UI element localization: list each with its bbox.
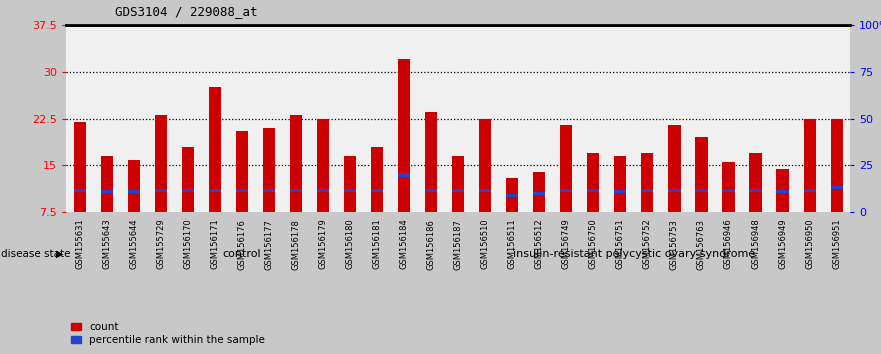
Bar bbox=[209, 87, 221, 212]
Bar bbox=[73, 189, 85, 192]
Bar bbox=[73, 122, 85, 212]
Bar bbox=[560, 125, 573, 212]
Bar bbox=[128, 190, 140, 194]
Bar bbox=[831, 185, 843, 189]
Bar bbox=[371, 189, 383, 192]
Bar bbox=[776, 169, 788, 212]
Bar bbox=[398, 173, 411, 177]
Bar bbox=[560, 189, 573, 192]
Bar bbox=[452, 189, 464, 192]
Bar bbox=[641, 153, 654, 212]
Bar bbox=[181, 147, 194, 212]
Bar bbox=[588, 189, 599, 192]
Bar bbox=[290, 115, 302, 212]
Bar bbox=[425, 189, 437, 192]
Bar bbox=[263, 189, 275, 192]
Bar bbox=[695, 137, 707, 212]
Bar bbox=[155, 115, 167, 212]
Text: control: control bbox=[223, 249, 261, 259]
Text: ▶: ▶ bbox=[56, 249, 63, 259]
Bar bbox=[506, 178, 518, 212]
Bar bbox=[209, 189, 221, 192]
Bar bbox=[669, 125, 680, 212]
Bar bbox=[588, 153, 599, 212]
Bar bbox=[614, 190, 626, 194]
Bar bbox=[750, 153, 761, 212]
Bar bbox=[452, 156, 464, 212]
Bar bbox=[128, 160, 140, 212]
Bar bbox=[236, 131, 248, 212]
Text: disease state: disease state bbox=[1, 249, 70, 259]
Bar bbox=[803, 189, 816, 192]
Bar bbox=[181, 189, 194, 192]
Bar bbox=[614, 156, 626, 212]
Bar bbox=[533, 192, 545, 195]
Bar bbox=[831, 119, 843, 212]
Bar bbox=[317, 119, 329, 212]
Bar bbox=[371, 147, 383, 212]
Bar bbox=[100, 156, 113, 212]
Bar bbox=[263, 128, 275, 212]
Bar bbox=[155, 189, 167, 192]
Bar bbox=[533, 172, 545, 212]
Bar bbox=[317, 189, 329, 192]
Bar bbox=[803, 119, 816, 212]
Bar bbox=[750, 189, 761, 192]
Bar bbox=[290, 189, 302, 192]
Bar bbox=[669, 189, 680, 192]
Bar bbox=[722, 189, 735, 192]
Bar bbox=[344, 189, 356, 192]
Bar bbox=[344, 156, 356, 212]
Text: insulin-resistant polycystic ovary syndrome: insulin-resistant polycystic ovary syndr… bbox=[513, 249, 755, 259]
Bar bbox=[425, 112, 437, 212]
Bar bbox=[479, 189, 492, 192]
Text: GDS3104 / 229088_at: GDS3104 / 229088_at bbox=[115, 5, 257, 18]
Bar bbox=[776, 190, 788, 194]
Bar bbox=[479, 119, 492, 212]
Bar bbox=[236, 189, 248, 192]
Legend: count, percentile rank within the sample: count, percentile rank within the sample bbox=[71, 322, 265, 345]
Bar bbox=[722, 162, 735, 212]
Bar bbox=[695, 189, 707, 192]
Bar bbox=[506, 194, 518, 197]
Bar bbox=[100, 190, 113, 194]
Bar bbox=[641, 189, 654, 192]
Bar bbox=[398, 59, 411, 212]
